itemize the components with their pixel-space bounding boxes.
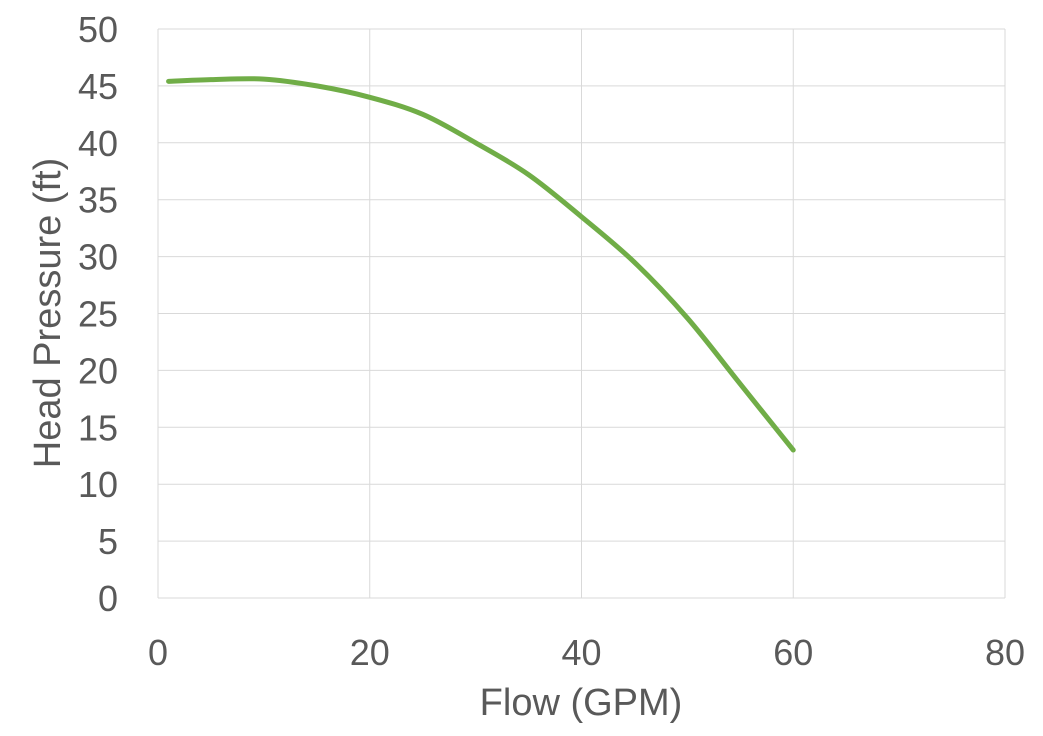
y-tick-label: 10 (78, 464, 118, 505)
x-tick-label: 60 (773, 632, 813, 673)
y-tick-label: 50 (78, 9, 118, 50)
y-tick-label: 35 (78, 180, 118, 221)
y-tick-label: 25 (78, 294, 118, 335)
y-tick-label: 45 (78, 66, 118, 107)
y-tick-label: 5 (98, 521, 118, 562)
y-axis-title: Head Pressure (ft) (27, 158, 69, 468)
x-tick-label: 0 (148, 632, 168, 673)
x-tick-label: 20 (350, 632, 390, 673)
series-group (166, 76, 796, 453)
gridlines (157, 28, 1006, 599)
y-axis-tick-labels: 0 5 10 15 20 25 30 35 40 45 50 (78, 9, 118, 619)
x-tick-label: 80 (985, 632, 1025, 673)
pump-curve-line (166, 76, 796, 453)
x-axis-tick-labels: 0 20 40 60 80 (148, 632, 1025, 673)
x-axis-title: Flow (GPM) (480, 682, 683, 724)
y-tick-label: 15 (78, 407, 118, 448)
y-tick-label: 0 (98, 578, 118, 619)
y-tick-label: 30 (78, 237, 118, 278)
y-tick-label: 40 (78, 123, 118, 164)
x-tick-label: 40 (561, 632, 601, 673)
y-tick-label: 20 (78, 350, 118, 391)
